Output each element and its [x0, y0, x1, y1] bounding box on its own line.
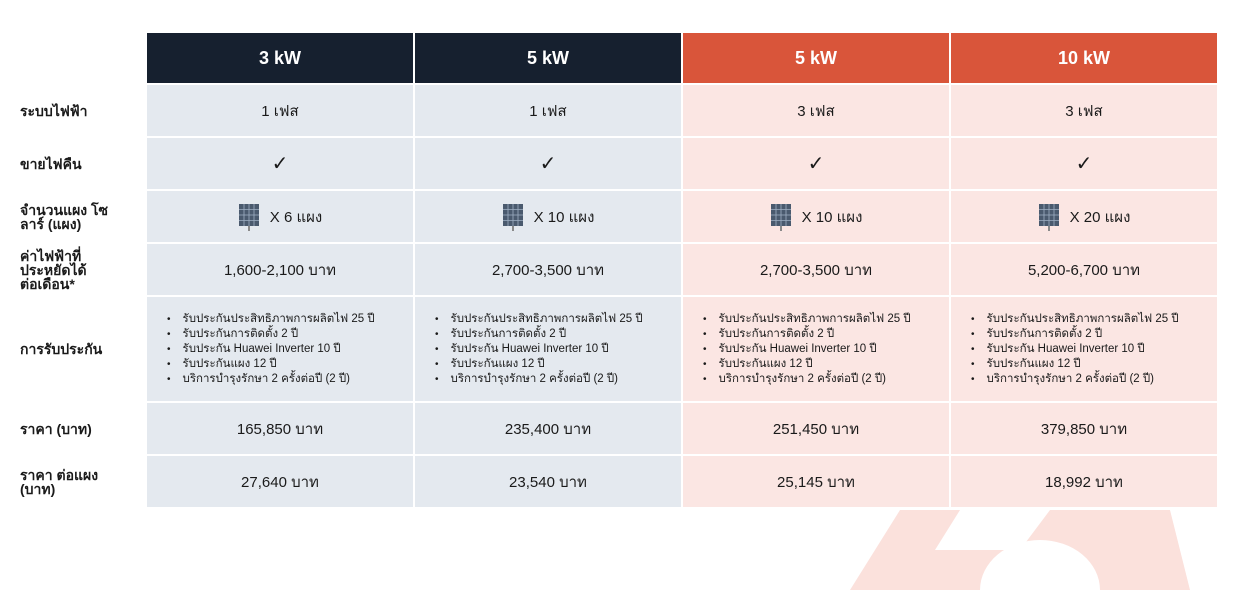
panel-count: X 20 แผง — [1069, 208, 1131, 226]
warranty-item: รับประกันประสิทธิภาพการผลิตไฟ 25 ปี — [703, 312, 949, 327]
row-label-warranty: การรับประกัน — [16, 297, 145, 401]
phase-cell: 3 เฟส — [951, 85, 1217, 136]
phase-cell: 1 เฟส — [147, 85, 413, 136]
panel-count: X 10 แผง — [533, 208, 595, 226]
warranty-item: รับประกันแผง 12 ปี — [435, 357, 681, 372]
row-label-panel-count: จำนวนแผง โซลาร์ (แผง) — [16, 191, 110, 242]
row-label-phase: ระบบไฟฟ้า — [16, 85, 145, 136]
price-cell: 165,850 บาท — [147, 403, 413, 454]
warranty-item: บริการบำรุงรักษา 2 ครั้งต่อปี (2 ปี) — [703, 372, 949, 387]
price-cell: 379,850 บาท — [951, 403, 1217, 454]
warranty-item: รับประกันการติดตั้ง 2 ปี — [435, 327, 681, 342]
column-header-10kw: 10 kW — [951, 33, 1217, 83]
warranty-item: รับประกันการติดตั้ง 2 ปี — [971, 327, 1217, 342]
price-cell: 251,450 บาท — [683, 403, 949, 454]
warranty-item: รับประกันแผง 12 ปี — [703, 357, 949, 372]
warranty-item: บริการบำรุงรักษา 2 ครั้งต่อปี (2 ปี) — [971, 372, 1217, 387]
panel-count: X 10 แผง — [801, 208, 863, 226]
pricing-table: 3 kW 5 kW 5 kW 10 kW ระบบไฟฟ้า 1 เฟส 1 เ… — [16, 33, 1217, 507]
phase-cell: 3 เฟส — [683, 85, 949, 136]
warranty-item: รับประกันแผง 12 ปี — [971, 357, 1217, 372]
row-label-sell-back: ขายไฟคืน — [16, 138, 145, 189]
price-cell: 235,400 บาท — [415, 403, 681, 454]
warranty-item: รับประกัน Huawei Inverter 10 ปี — [971, 342, 1217, 357]
column-header-5kw-3phase: 5 kW — [683, 33, 949, 83]
warranty-item: รับประกันการติดตั้ง 2 ปี — [167, 327, 413, 342]
check-icon: ✓ — [807, 153, 825, 175]
warranty-item: รับประกันประสิทธิภาพการผลิตไฟ 25 ปี — [971, 312, 1217, 327]
warranty-item: บริการบำรุงรักษา 2 ครั้งต่อปี (2 ปี) — [435, 372, 681, 387]
warranty-item: รับประกัน Huawei Inverter 10 ปี — [435, 342, 681, 357]
phase-cell: 1 เฟส — [415, 85, 681, 136]
warranty-list: รับประกันประสิทธิภาพการผลิตไฟ 25 ปี รับป… — [153, 312, 413, 387]
savings-cell: 5,200-6,700 บาท — [951, 244, 1217, 295]
warranty-item: รับประกันประสิทธิภาพการผลิตไฟ 25 ปี — [167, 312, 413, 327]
check-icon: ✓ — [271, 153, 289, 175]
price-per-panel-cell: 27,640 บาท — [147, 456, 413, 507]
warranty-list: รับประกันประสิทธิภาพการผลิตไฟ 25 ปี รับป… — [421, 312, 681, 387]
column-header-5kw-1phase: 5 kW — [415, 33, 681, 83]
savings-cell: 2,700-3,500 บาท — [415, 244, 681, 295]
solar-panel-icon — [502, 203, 523, 231]
savings-cell: 1,600-2,100 บาท — [147, 244, 413, 295]
panel-count: X 6 แผง — [269, 208, 323, 226]
warranty-item: รับประกัน Huawei Inverter 10 ปี — [167, 342, 413, 357]
price-per-panel-cell: 23,540 บาท — [415, 456, 681, 507]
check-icon: ✓ — [1075, 153, 1093, 175]
warranty-list: รับประกันประสิทธิภาพการผลิตไฟ 25 ปี รับป… — [689, 312, 949, 387]
savings-cell: 2,700-3,500 บาท — [683, 244, 949, 295]
price-per-panel-cell: 18,992 บาท — [951, 456, 1217, 507]
warranty-item: รับประกันแผง 12 ปี — [167, 357, 413, 372]
row-label-price: ราคา (บาท) — [16, 403, 145, 454]
warranty-item: รับประกันการติดตั้ง 2 ปี — [703, 327, 949, 342]
solar-panel-icon — [770, 203, 791, 231]
warranty-item: รับประกันประสิทธิภาพการผลิตไฟ 25 ปี — [435, 312, 681, 327]
solar-panel-icon — [238, 203, 259, 231]
check-icon: ✓ — [539, 153, 557, 175]
warranty-item: บริการบำรุงรักษา 2 ครั้งต่อปี (2 ปี) — [167, 372, 413, 387]
row-label-monthly-savings: ค่าไฟฟ้าที่ ประหยัดได้ ต่อเดือน* — [16, 244, 100, 295]
price-per-panel-cell: 25,145 บาท — [683, 456, 949, 507]
column-header-3kw: 3 kW — [147, 33, 413, 83]
warranty-item: รับประกัน Huawei Inverter 10 ปี — [703, 342, 949, 357]
solar-panel-icon — [1038, 203, 1059, 231]
table-corner — [16, 33, 145, 83]
row-label-price-per-panel: ราคา ต่อแผง (บาท) — [16, 456, 110, 507]
warranty-list: รับประกันประสิทธิภาพการผลิตไฟ 25 ปี รับป… — [957, 312, 1217, 387]
